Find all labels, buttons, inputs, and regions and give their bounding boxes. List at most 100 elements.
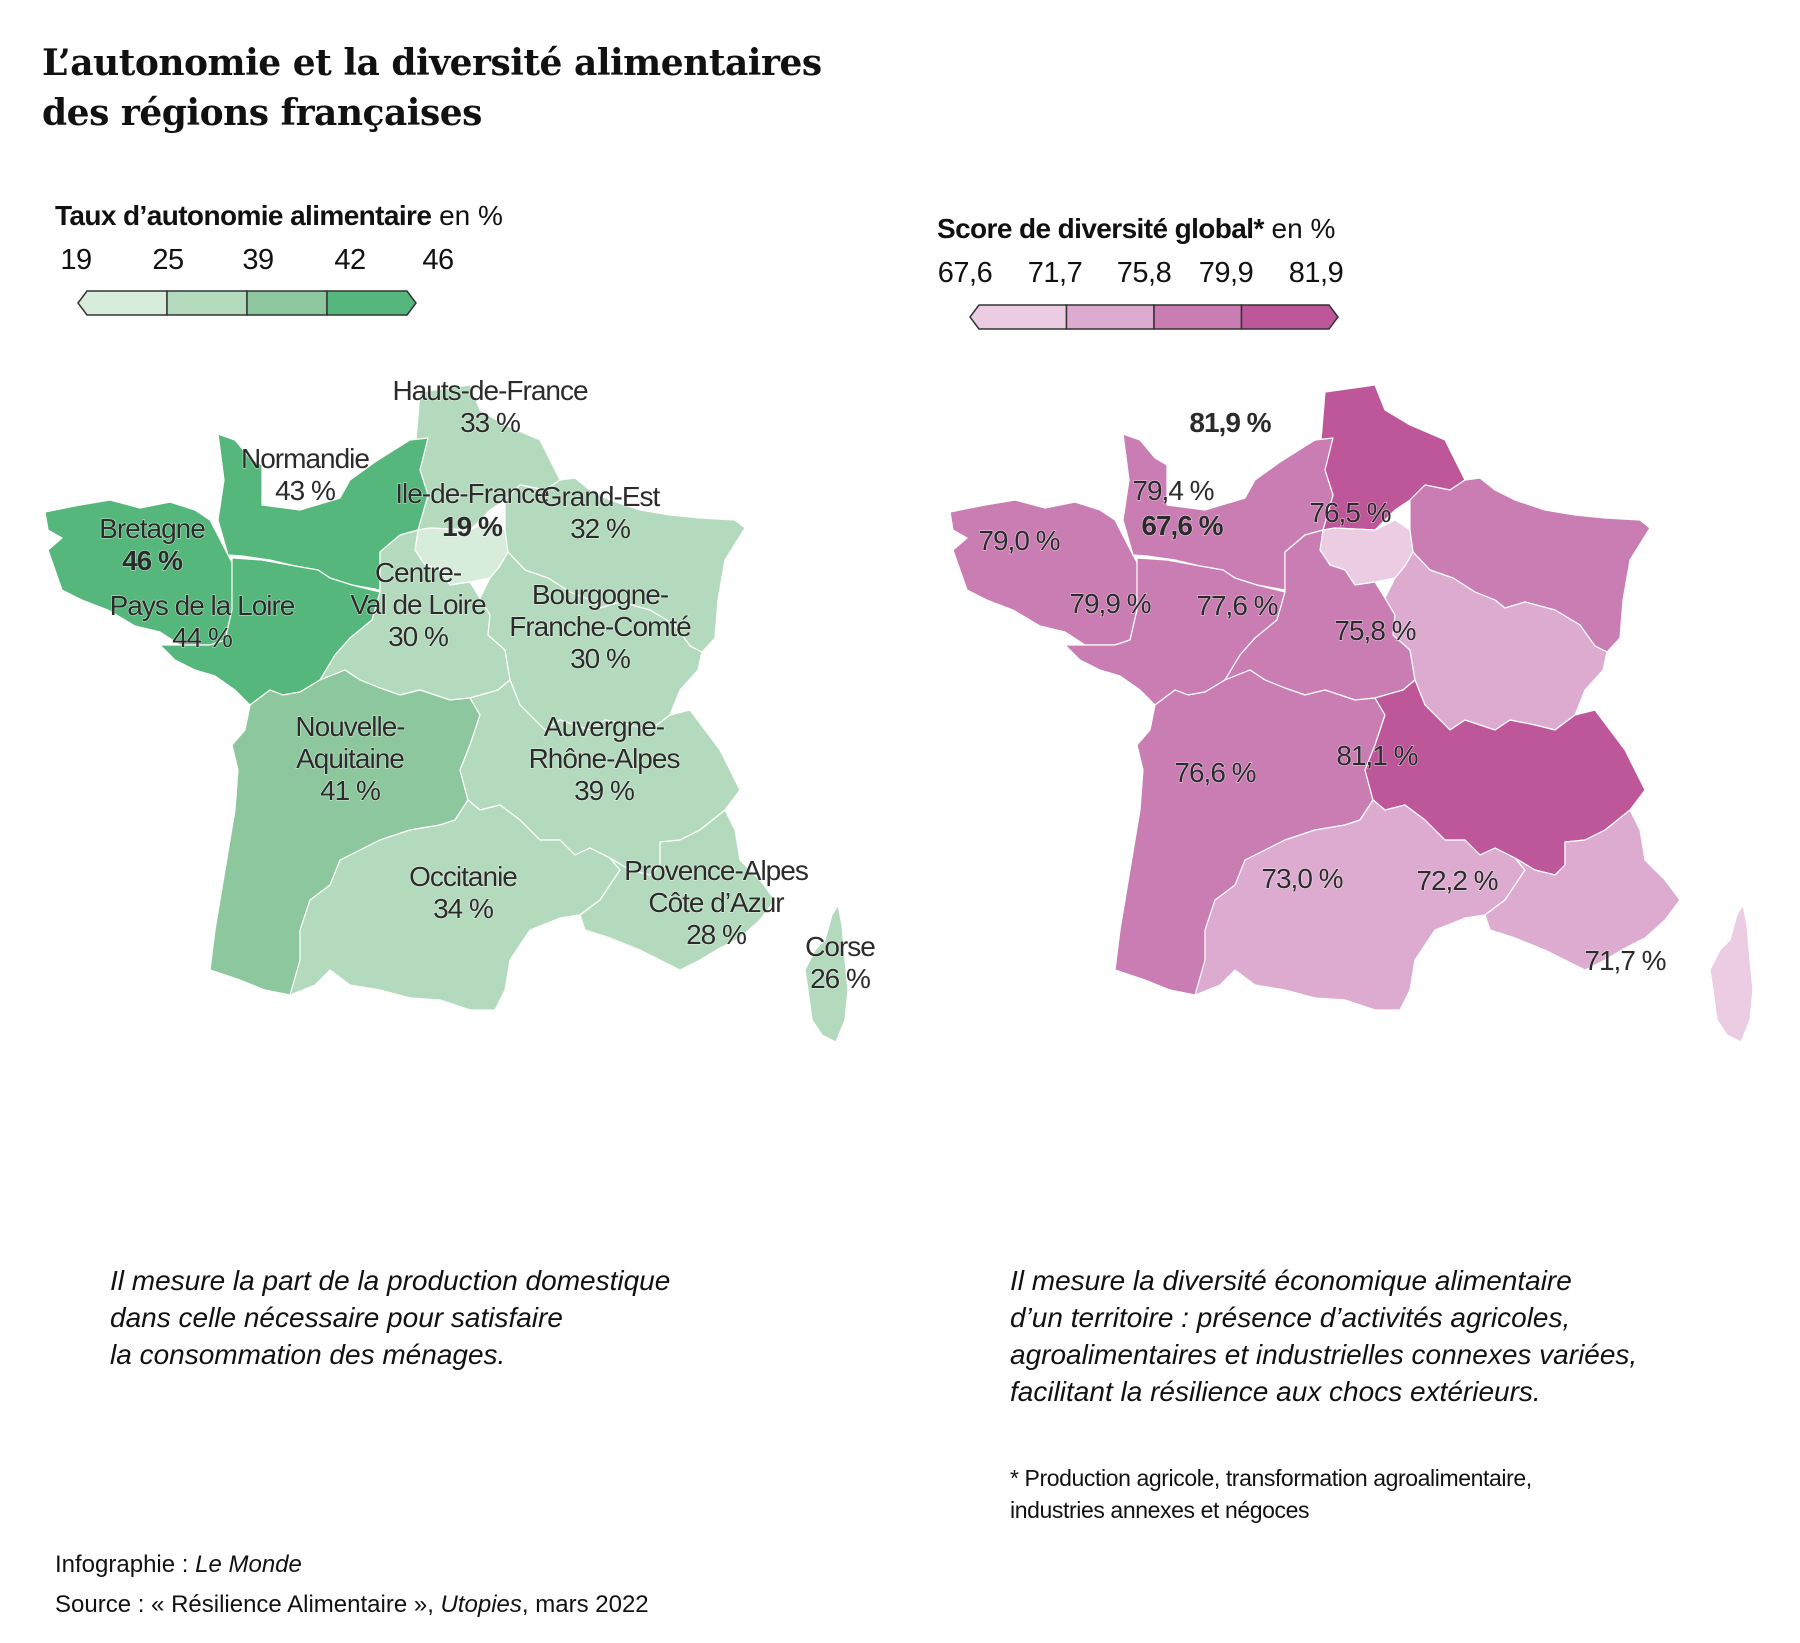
legend-swatch bbox=[1153, 304, 1243, 330]
region-name-label: Pays de la Loire bbox=[110, 590, 295, 621]
legend-swatch bbox=[326, 290, 417, 316]
region-name-label: Occitanie bbox=[409, 861, 517, 892]
description-line: Il mesure la part de la production domes… bbox=[110, 1265, 671, 1296]
footnote: * Production agricole, transformation ag… bbox=[1010, 1462, 1532, 1526]
footnote-line: industries annexes et négoces bbox=[1010, 1497, 1310, 1523]
region-value-label: 76,5 % bbox=[1309, 497, 1390, 528]
legend-tick: 25 bbox=[152, 244, 184, 276]
region-name-label: Aquitaine bbox=[296, 743, 404, 774]
region-value-label: 19 % bbox=[442, 511, 503, 542]
legend-diversite: Score de diversité global* en % 67,6 71,… bbox=[937, 213, 1497, 330]
legend-tick: 81,9 bbox=[1288, 257, 1344, 289]
region-value-label: 30 % bbox=[388, 621, 448, 652]
description-line: d’un territoire : présence d’activités a… bbox=[1010, 1302, 1571, 1333]
region-name-label: Provence-Alpes bbox=[624, 855, 808, 886]
region-value-label: 26 % bbox=[810, 963, 870, 994]
region-name-label: Nouvelle- bbox=[295, 711, 405, 742]
region-value-label: 75,8 % bbox=[1334, 615, 1415, 646]
title-line-2: des régions françaises bbox=[42, 92, 482, 134]
region-value-label: 43 % bbox=[275, 475, 335, 506]
legend-swatch bbox=[77, 290, 168, 316]
region-value-label: 79,9 % bbox=[1069, 588, 1150, 619]
region-name-label: Rhône-Alpes bbox=[529, 743, 680, 774]
legend-title-bold: Taux d’autonomie alimentaire bbox=[55, 200, 432, 231]
region-value-label: 79,0 % bbox=[978, 525, 1059, 556]
map-diversite: 81,9 % 79,4 % 67,6 % 76,5 % 79,0 % 79,9 % 77,6… bbox=[949, 384, 1754, 1043]
region-value-label: 32 % bbox=[570, 513, 630, 544]
legend-tick: 19 bbox=[60, 244, 92, 276]
region-value-label: 73,0 % bbox=[1261, 863, 1342, 894]
legend-tick: 39 bbox=[242, 244, 274, 276]
region-value-label: 34 % bbox=[433, 893, 493, 924]
region-value-label: 81,9 % bbox=[1189, 407, 1271, 438]
legend-title: Taux d’autonomie alimentaire en % bbox=[55, 200, 503, 232]
legend-swatch bbox=[1065, 304, 1155, 330]
legend-tick: 42 bbox=[334, 244, 366, 276]
legend-tick: 46 bbox=[422, 244, 454, 276]
region-value-label: 71,7 % bbox=[1584, 945, 1665, 976]
credit-publisher: Le Monde bbox=[195, 1551, 302, 1578]
region-name-label: Val de Loire bbox=[350, 589, 486, 620]
source-date: , mars 2022 bbox=[521, 1591, 649, 1618]
region-value-label: 28 % bbox=[686, 919, 746, 950]
legend-tick: 75,8 bbox=[1116, 257, 1172, 289]
region-name-label: Hauts-de-France bbox=[392, 375, 588, 406]
description-line: agroalimentaires et industrielles connex… bbox=[1010, 1339, 1638, 1370]
legend-tick: 67,6 bbox=[937, 257, 993, 289]
region-occitanie bbox=[1194, 799, 1526, 1011]
region-name-label: Normandie bbox=[241, 443, 369, 474]
region-value-label: 44 % bbox=[172, 622, 232, 653]
region-name-label: Grand-Est bbox=[541, 481, 661, 512]
region-value-label: 46 % bbox=[122, 545, 183, 576]
region-name-label: Franche-Comté bbox=[509, 611, 691, 642]
region-name-label: Corse bbox=[805, 931, 875, 962]
credit-infographie: Infographie : Le Monde bbox=[55, 1545, 649, 1585]
description-line: la consommation des ménages. bbox=[110, 1339, 506, 1370]
legend-title-unit: en % bbox=[1271, 213, 1336, 244]
region-value-label: 81,1 % bbox=[1336, 740, 1417, 771]
region-provence-alpes-cote-d-azur bbox=[579, 809, 776, 971]
region-name-label: Centre- bbox=[375, 557, 462, 588]
region-provence-alpes-cote-d-azur bbox=[1484, 809, 1681, 971]
region-name-label: Ile-de-France bbox=[395, 478, 549, 509]
legend-swatch bbox=[1240, 304, 1339, 330]
region-value-label: 39 % bbox=[574, 775, 634, 806]
legend-ticks: 67,6 71,7 75,8 79,9 81,9 bbox=[937, 257, 1497, 291]
region-name-label: Auvergne- bbox=[544, 711, 665, 742]
region-value-label: 72,2 % bbox=[1416, 865, 1497, 896]
credits: Infographie : Le Monde Source : « Résili… bbox=[55, 1545, 649, 1625]
region-value-label: 79,4 % bbox=[1132, 475, 1213, 506]
legend-title-unit: en % bbox=[439, 200, 503, 231]
description-diversite: Il mesure la diversité économique alimen… bbox=[1010, 1262, 1637, 1410]
legend-title: Score de diversité global* en % bbox=[937, 213, 1497, 245]
legend-ticks: 19 25 39 42 46 bbox=[55, 244, 455, 278]
region-value-label: 67,6 % bbox=[1141, 510, 1223, 541]
description-line: Il mesure la diversité économique alimen… bbox=[1010, 1265, 1572, 1296]
credit-source: Source : « Résilience Alimentaire », Uto… bbox=[55, 1585, 649, 1625]
legend-swatch bbox=[969, 304, 1068, 330]
region-value-label: 30 % bbox=[570, 643, 630, 674]
legend-tick: 79,9 bbox=[1198, 257, 1254, 289]
legend-swatch bbox=[246, 290, 328, 316]
description-line: dans celle nécessaire pour satisfaire bbox=[110, 1302, 563, 1333]
region-occitanie bbox=[289, 799, 621, 1011]
legend-swatch bbox=[166, 290, 248, 316]
legend-title-bold: Score de diversité global* bbox=[937, 213, 1264, 244]
region-value-label: 33 % bbox=[460, 407, 520, 438]
region-name-label: Bretagne bbox=[99, 513, 205, 544]
page-title: L’autonomie et la diversité alimentaires… bbox=[42, 38, 822, 138]
description-autonomie: Il mesure la part de la production domes… bbox=[110, 1262, 670, 1373]
legend-autonomie: Taux d’autonomie alimentaire en % 19 25 … bbox=[55, 200, 503, 316]
region-corse bbox=[1709, 904, 1754, 1043]
region-value-label: 76,6 % bbox=[1174, 757, 1255, 788]
credit-label: Infographie : bbox=[55, 1551, 196, 1578]
region-bourgogne-franche-comte bbox=[1384, 551, 1608, 731]
region-name-label: Côte d’Azur bbox=[648, 887, 784, 918]
source-publisher: Utopies bbox=[440, 1591, 522, 1618]
legend-color-bar bbox=[969, 304, 1339, 330]
legend-tick: 71,7 bbox=[1027, 257, 1083, 289]
region-bourgogne-franche-comte bbox=[479, 551, 703, 731]
region-value-label: 41 % bbox=[320, 775, 380, 806]
region-bretagne bbox=[949, 499, 1142, 646]
